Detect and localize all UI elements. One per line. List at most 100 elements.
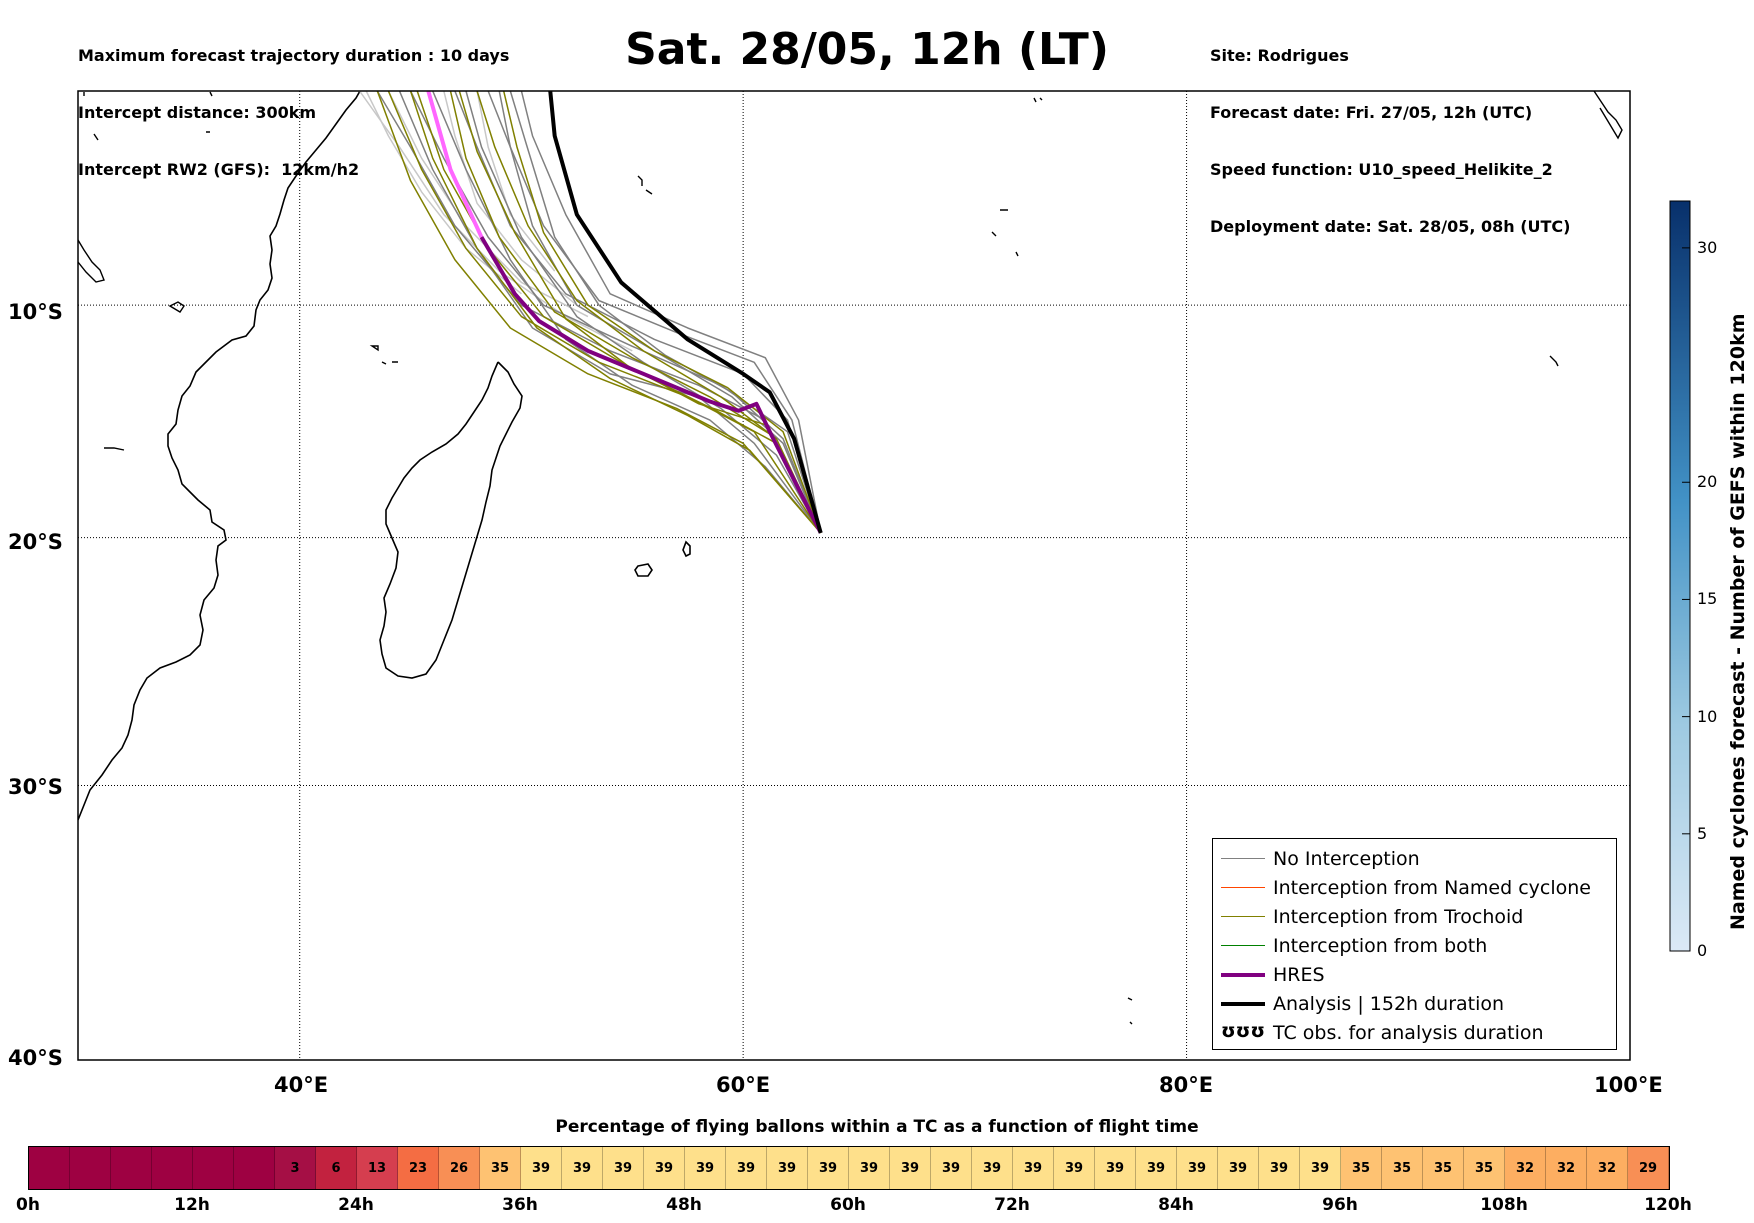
percentage-cell: [234, 1147, 275, 1189]
time-tick-label: 0h: [16, 1195, 40, 1215]
time-tick-label: 84h: [1158, 1195, 1194, 1215]
percentage-cell: [193, 1147, 234, 1189]
trajectory-tracks: [358, 91, 823, 534]
percentage-cell: [111, 1147, 152, 1189]
light-track-line: [476, 91, 556, 272]
lat-tick-40s: 40°S: [8, 1046, 63, 1070]
percentage-cell: 39: [1218, 1147, 1259, 1189]
legend-swatch: [1221, 1002, 1265, 1006]
legend-item-trochoid: Interception from Trochoid: [1213, 903, 1616, 929]
no-interception-track-line: [465, 91, 822, 534]
percentage-cell: 39: [931, 1147, 972, 1189]
ne-corner-coast: [1593, 91, 1623, 140]
lat-tick-20s: 20°S: [8, 530, 63, 554]
legend-swatch: [1221, 945, 1265, 946]
page-title: Sat. 28/05, 12h (LT): [625, 24, 1109, 75]
percentage-cell: 29: [1628, 1147, 1669, 1189]
percentage-cell: 35: [480, 1147, 521, 1189]
percentage-cell: 39: [1095, 1147, 1136, 1189]
header-left: Maximum forecast trajectory duration : 1…: [78, 8, 509, 198]
lon-tick-100e: 100°E: [1594, 1073, 1663, 1097]
trochoid-track-line: [416, 91, 822, 534]
time-tick-label: 24h: [338, 1195, 374, 1215]
percentage-cell: 3: [275, 1147, 316, 1189]
percentage-cell: 23: [398, 1147, 439, 1189]
percentage-cell: 13: [357, 1147, 398, 1189]
africa-coastline: [78, 91, 361, 821]
legend-label: TC obs. for analysis duration: [1273, 1022, 1544, 1044]
legend-label: Interception from Named cyclone: [1273, 877, 1591, 899]
lon-tick-80e: 80°E: [1159, 1073, 1214, 1097]
colorbar-ticks: [1682, 247, 1690, 952]
intercept-rw2-text: Intercept RW2 (GFS): 12km/h2: [78, 160, 360, 179]
map-legend: No Interception Interception from Named …: [1212, 838, 1617, 1050]
percentage-cell: 39: [890, 1147, 931, 1189]
small-islands: [83, 91, 1559, 1025]
speed-function-text: Speed function: U10_speed_Helikite_2: [1210, 160, 1553, 179]
max-duration-text: Maximum forecast trajectory duration : 1…: [78, 46, 510, 65]
map-frame: [77, 90, 1631, 1061]
percentage-cell: [29, 1147, 70, 1189]
percentage-cell: 39: [1013, 1147, 1054, 1189]
percentage-cell: 39: [1054, 1147, 1095, 1189]
colorbar: [1669, 200, 1691, 952]
legend-label: HRES: [1273, 964, 1325, 986]
analysis-track-line: [548, 91, 823, 534]
no-interception-track-line: [509, 91, 822, 534]
legend-label: Interception from Trochoid: [1273, 906, 1524, 928]
no-interception-track-line: [487, 91, 822, 534]
percentage-cell: 39: [644, 1147, 685, 1189]
deployment-date-text: Deployment date: Sat. 28/05, 08h (UTC): [1210, 217, 1571, 236]
percentage-cell: 32: [1587, 1147, 1628, 1189]
legend-item-analysis: Analysis | 152h duration: [1213, 990, 1616, 1016]
hres-track-line: [479, 236, 823, 534]
trochoid-track-line: [387, 91, 822, 534]
legend-swatch: [1221, 916, 1265, 917]
legend-swatch: [1221, 887, 1265, 888]
percentage-cell: 35: [1464, 1147, 1505, 1189]
percentage-cell: 6: [316, 1147, 357, 1189]
legend-swatch: [1221, 858, 1265, 859]
percentage-cell: 26: [439, 1147, 480, 1189]
time-tick-label: 72h: [994, 1195, 1030, 1215]
trochoid-track-line: [449, 91, 822, 534]
percentage-bar: 3 6 13 23 26 35 39 39 39 39 39 39 39 39 39 39 39 39 39 39 39…: [28, 1146, 1670, 1190]
legend-label: No Interception: [1273, 848, 1420, 870]
lat-tick-30s: 30°S: [8, 775, 63, 799]
colorbar-tick-label: 0: [1697, 941, 1708, 960]
time-tick-label: 48h: [666, 1195, 702, 1215]
percentage-cell: 32: [1505, 1147, 1546, 1189]
percentage-cell: 39: [1259, 1147, 1300, 1189]
forecast-date-text: Forecast date: Fri. 27/05, 12h (UTC): [1210, 103, 1533, 122]
colorbar-title: Named cyclones forecast - Number of GEFS…: [1727, 313, 1749, 930]
site-text: Site: Rodrigues: [1210, 46, 1349, 65]
lon-tick-60e: 60°E: [716, 1073, 771, 1097]
time-tick-label: 96h: [1322, 1195, 1358, 1215]
percentage-cell: 39: [1177, 1147, 1218, 1189]
percentage-cell: 35: [1423, 1147, 1464, 1189]
trochoid-track-line: [458, 91, 822, 534]
legend-item-tc-obs: ʊʊʊ TC obs. for analysis duration: [1213, 1019, 1616, 1045]
legend-label: Analysis | 152h duration: [1273, 993, 1505, 1015]
trochoid-track-line: [376, 91, 822, 534]
percentage-bar-title: Percentage of flying ballons within a TC…: [555, 1117, 1199, 1137]
mauritius-island: [682, 540, 691, 558]
nw-coast-fragment: [78, 239, 105, 283]
legend-item-both: Interception from both: [1213, 932, 1616, 958]
legend-item-hres: HRES: [1213, 961, 1616, 987]
no-interception-track-line: [409, 91, 822, 534]
percentage-cell: 39: [849, 1147, 890, 1189]
colorbar-tick-label: 5: [1697, 823, 1708, 843]
trochoid-track-line: [502, 91, 822, 534]
legend-item-named-cyclone: Interception from Named cyclone: [1213, 874, 1616, 900]
lon-tick-40e: 40°E: [274, 1073, 329, 1097]
light-track-line: [365, 91, 522, 295]
madagascar-coastline: [379, 361, 523, 679]
map-grid: [78, 91, 1630, 1060]
time-tick-label: 60h: [830, 1195, 866, 1215]
time-tick-label: 36h: [502, 1195, 538, 1215]
percentage-cell: 39: [726, 1147, 767, 1189]
percentage-cell: 39: [767, 1147, 808, 1189]
reunion-island: [634, 563, 653, 577]
